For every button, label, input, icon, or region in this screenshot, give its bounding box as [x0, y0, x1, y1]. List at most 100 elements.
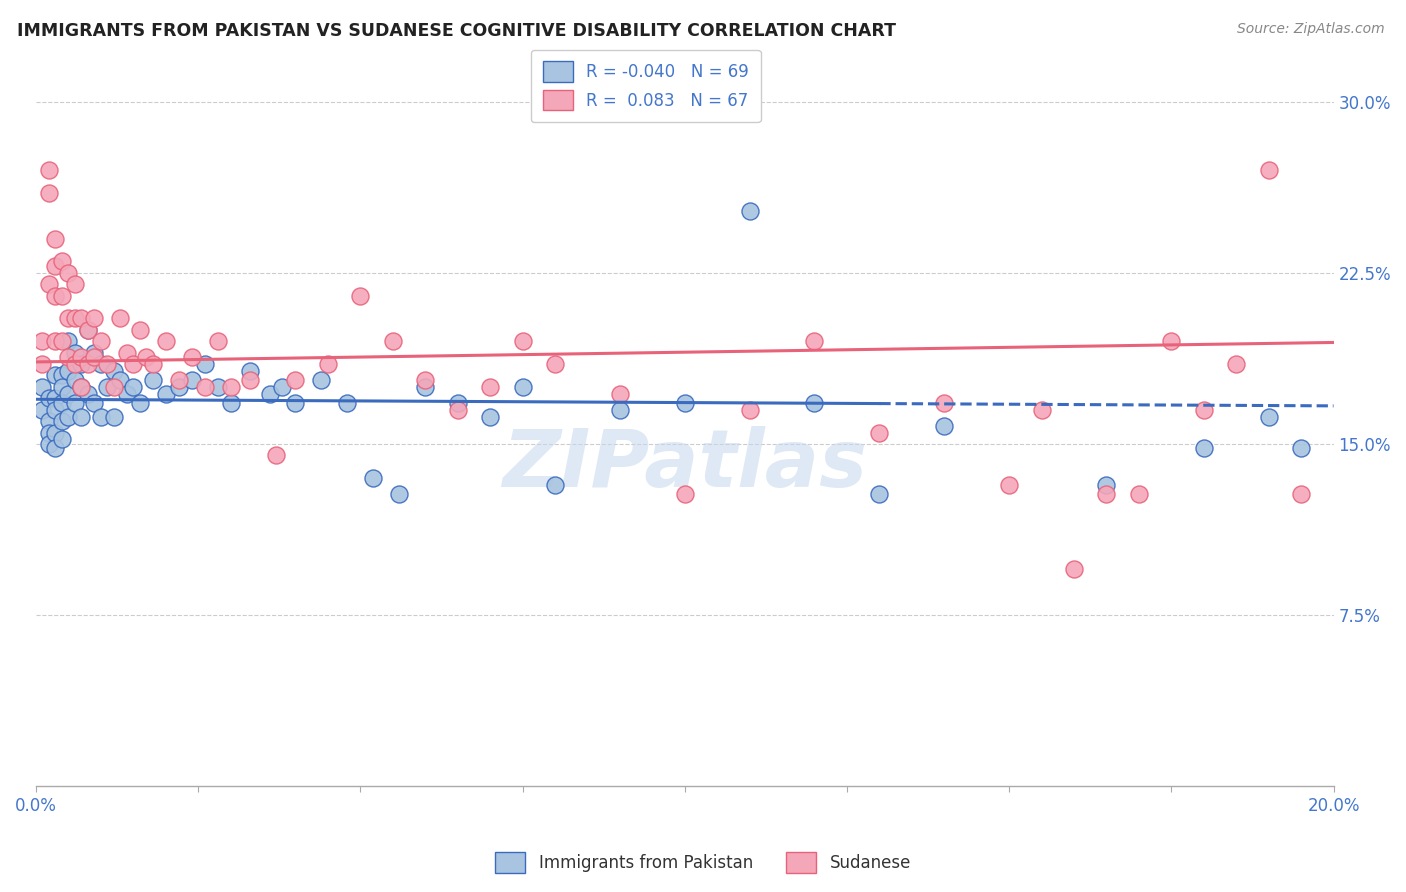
Point [544, 357, 567, 371]
Point [58, 386, 80, 401]
Point [512, 334, 534, 349]
Point [413, 380, 436, 394]
Legend: R = -0.040   N = 69, R =  0.083   N = 67: R = -0.040 N = 69, R = 0.083 N = 67 [531, 50, 761, 122]
Point [58, 409, 80, 424]
Point [83, 396, 105, 410]
Point [122, 357, 145, 371]
Point [96, 380, 118, 394]
Point [1031, 402, 1053, 417]
Point [31, 402, 53, 417]
Text: ZIPatlas: ZIPatlas [502, 425, 868, 504]
Point [51, 433, 73, 447]
Point [1095, 478, 1118, 492]
Point [207, 380, 229, 394]
Point [90, 334, 112, 349]
Point [934, 418, 956, 433]
Point [38, 414, 60, 428]
Point [70, 350, 93, 364]
Point [446, 402, 468, 417]
Point [31, 380, 53, 394]
Point [239, 373, 262, 387]
Point [76, 323, 98, 337]
Point [110, 373, 132, 387]
Point [738, 204, 761, 219]
Point [76, 357, 98, 371]
Point [363, 471, 385, 485]
Point [934, 396, 956, 410]
Point [180, 373, 202, 387]
Point [38, 186, 60, 200]
Point [1192, 442, 1215, 456]
Point [70, 311, 93, 326]
Point [1257, 163, 1279, 178]
Point [63, 396, 86, 410]
Point [63, 277, 86, 292]
Point [609, 402, 631, 417]
Point [51, 414, 73, 428]
Point [38, 392, 60, 406]
Point [63, 311, 86, 326]
Point [259, 386, 281, 401]
Point [70, 357, 93, 371]
Point [271, 380, 294, 394]
Point [31, 334, 53, 349]
Point [122, 380, 145, 394]
Point [58, 311, 80, 326]
Point [115, 386, 138, 401]
Point [38, 163, 60, 178]
Point [479, 380, 502, 394]
Point [512, 380, 534, 394]
Point [135, 350, 157, 364]
Point [128, 323, 150, 337]
Point [336, 396, 359, 410]
Point [44, 368, 66, 383]
Point [673, 396, 696, 410]
Point [1257, 409, 1279, 424]
Point [44, 425, 66, 440]
Point [167, 380, 190, 394]
Point [803, 334, 825, 349]
Point [51, 368, 73, 383]
Point [90, 409, 112, 424]
Point [180, 350, 202, 364]
Point [284, 373, 307, 387]
Point [76, 323, 98, 337]
Point [70, 409, 93, 424]
Point [479, 409, 502, 424]
Point [103, 409, 125, 424]
Point [738, 402, 761, 417]
Point [264, 448, 287, 462]
Point [1128, 487, 1150, 501]
Text: Source: ZipAtlas.com: Source: ZipAtlas.com [1237, 22, 1385, 37]
Legend: Immigrants from Pakistan, Sudanese: Immigrants from Pakistan, Sudanese [488, 846, 918, 880]
Point [446, 396, 468, 410]
Point [31, 357, 53, 371]
Point [1289, 442, 1312, 456]
Point [311, 373, 333, 387]
Point [63, 345, 86, 359]
Point [1160, 334, 1182, 349]
Point [58, 266, 80, 280]
Point [207, 334, 229, 349]
Point [1289, 487, 1312, 501]
Point [194, 380, 217, 394]
Point [44, 402, 66, 417]
Point [868, 487, 890, 501]
Point [115, 345, 138, 359]
Point [83, 345, 105, 359]
Point [544, 478, 567, 492]
Text: IMMIGRANTS FROM PAKISTAN VS SUDANESE COGNITIVE DISABILITY CORRELATION CHART: IMMIGRANTS FROM PAKISTAN VS SUDANESE COG… [17, 22, 896, 40]
Point [103, 364, 125, 378]
Point [44, 259, 66, 273]
Point [1063, 562, 1085, 576]
Point [219, 380, 242, 394]
Point [284, 396, 307, 410]
Point [44, 334, 66, 349]
Point [219, 396, 242, 410]
Point [1192, 402, 1215, 417]
Point [63, 373, 86, 387]
Point [58, 350, 80, 364]
Point [239, 364, 262, 378]
Point [413, 373, 436, 387]
Point [83, 311, 105, 326]
